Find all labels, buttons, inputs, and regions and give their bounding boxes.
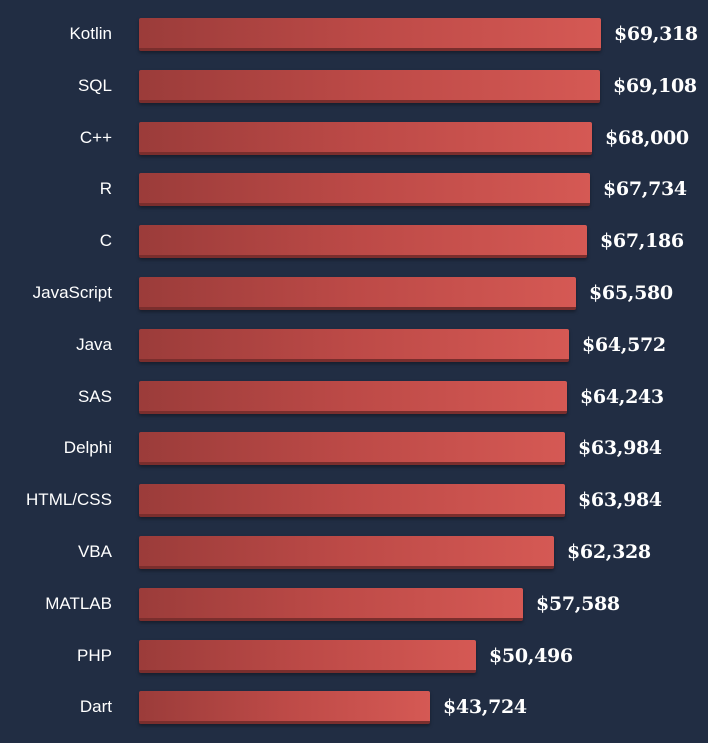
- bar: [139, 484, 565, 518]
- category-label: JavaScript: [32, 283, 112, 302]
- value-label: $50,496: [489, 644, 573, 667]
- bar-row: HTML/CSS $63,984: [0, 484, 708, 536]
- value-label: $69,108: [613, 74, 697, 97]
- bar-row: Java $64,572: [0, 328, 708, 381]
- category-label: R: [99, 179, 112, 199]
- bar: [139, 121, 592, 155]
- bar-row: R $67,734: [0, 173, 708, 225]
- category-label: VBA: [77, 542, 112, 561]
- bar: [139, 277, 576, 310]
- bar: [139, 432, 565, 466]
- value-label: $67,186: [600, 230, 684, 253]
- bar-row: Dart $43,724: [0, 691, 708, 743]
- value-label: $64,572: [582, 333, 666, 356]
- bar-row: C++ $68,000: [0, 121, 708, 174]
- bar-row: MATLAB $57,588: [0, 587, 708, 640]
- bar: [139, 18, 601, 51]
- value-label: $65,580: [589, 282, 673, 304]
- category-label: C: [99, 231, 112, 251]
- bar-row: SAS $64,243: [0, 380, 708, 433]
- bar-row: Kotlin $69,318: [0, 18, 708, 70]
- category-label: MATLAB: [45, 593, 112, 613]
- category-label: Kotlin: [69, 24, 112, 43]
- value-label: $63,984: [578, 437, 662, 460]
- category-label: PHP: [77, 645, 112, 665]
- bar: [139, 328, 569, 362]
- bar: [139, 639, 476, 673]
- category-label: HTML/CSS: [26, 490, 112, 510]
- category-label: Delphi: [63, 438, 112, 458]
- bar: [139, 691, 430, 725]
- category-label: Dart: [79, 697, 112, 717]
- value-label: $64,243: [580, 385, 664, 408]
- bar-row: C $67,186: [0, 225, 708, 277]
- bar-row: JavaScript $65,580: [0, 277, 708, 329]
- bar-row: SQL $69,108: [0, 69, 708, 122]
- value-label: $69,318: [614, 23, 698, 45]
- bar: [139, 536, 554, 569]
- value-label: $63,984: [578, 489, 662, 512]
- category-label: C++: [79, 127, 112, 147]
- bar-row: Delphi $63,984: [0, 432, 708, 484]
- bar: [139, 225, 587, 259]
- bar-row: PHP $50,496: [0, 639, 708, 692]
- category-label: Java: [76, 334, 112, 354]
- value-label: $43,724: [443, 696, 527, 719]
- value-label: $57,588: [536, 592, 620, 615]
- value-label: $68,000: [605, 126, 689, 149]
- value-label: $67,734: [603, 178, 687, 201]
- bar-row: VBA $62,328: [0, 536, 708, 588]
- category-label: SQL: [77, 75, 112, 95]
- bar: [139, 380, 567, 414]
- bar: [139, 69, 600, 103]
- category-label: SAS: [77, 386, 112, 406]
- value-label: $62,328: [567, 541, 651, 563]
- bar: [139, 587, 523, 621]
- bar: [139, 173, 590, 207]
